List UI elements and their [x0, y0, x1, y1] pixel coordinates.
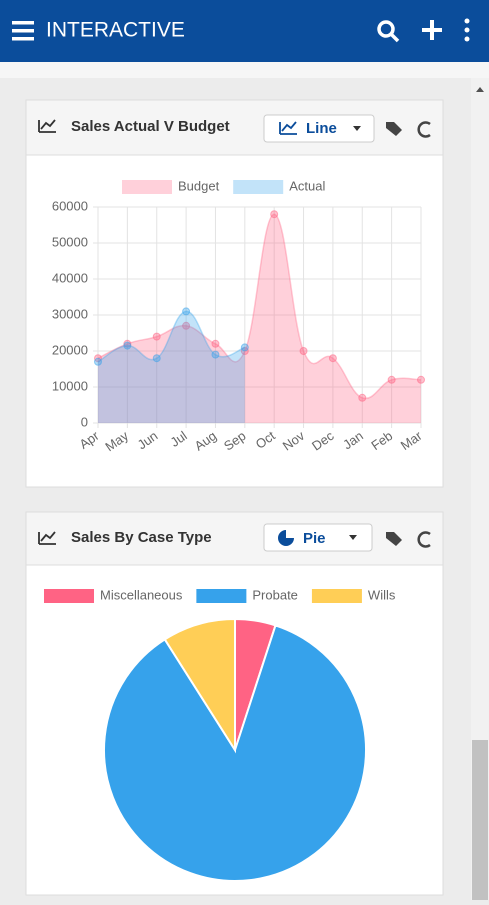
y-tick-label: 30000	[52, 306, 88, 321]
y-tick-label: 10000	[52, 378, 88, 393]
refresh-icon[interactable]	[417, 121, 431, 138]
more-icon[interactable]	[464, 18, 470, 42]
data-point	[387, 375, 396, 384]
data-point	[240, 343, 249, 352]
y-tick-label: 20000	[52, 342, 88, 357]
pie-slice	[163, 617, 236, 754]
app-bar	[0, 0, 489, 62]
chart-icon	[38, 531, 56, 545]
scrollbar	[471, 78, 489, 900]
app-title: INTERACTIVE	[46, 19, 185, 42]
view-label[interactable]: Pie	[303, 530, 326, 547]
scroll-thumb[interactable]	[472, 740, 488, 900]
series-line	[97, 310, 246, 363]
view-dropdown[interactable]	[263, 114, 375, 143]
data-point	[94, 357, 102, 366]
data-point	[211, 350, 220, 359]
area-fill	[98, 311, 245, 423]
data-point	[182, 307, 191, 316]
data-point	[417, 375, 425, 384]
pie-slice	[103, 624, 367, 882]
legend-label: Actual	[289, 178, 325, 193]
legend-label: Probate	[252, 587, 298, 602]
legend-swatch	[44, 589, 94, 603]
y-tick-label: 40000	[52, 270, 88, 285]
legend-label: Miscellaneous	[100, 587, 183, 602]
legend-swatch	[311, 589, 362, 603]
data-point	[358, 393, 367, 402]
data-point	[182, 321, 191, 330]
chart-icon	[38, 119, 56, 133]
series-line	[97, 213, 422, 400]
area-fill	[98, 214, 421, 423]
refresh-icon[interactable]	[417, 531, 431, 548]
card-header	[25, 511, 444, 566]
search-icon[interactable]	[377, 20, 400, 43]
scroll-up[interactable]	[476, 87, 484, 92]
y-tick-label: 0	[81, 414, 88, 429]
card-title: Sales By Case Type	[71, 529, 212, 546]
caret	[353, 126, 361, 131]
view-icon	[278, 530, 294, 546]
y-tick-label: 60000	[52, 198, 88, 213]
legend-swatch	[233, 180, 284, 194]
view-icon	[279, 121, 297, 135]
data-point	[123, 341, 132, 350]
y-tick-label: 50000	[52, 234, 88, 249]
data-point	[328, 354, 337, 363]
legend-swatch	[196, 589, 247, 603]
data-point	[152, 332, 161, 341]
card	[25, 99, 444, 488]
data-point	[211, 339, 220, 348]
view-label[interactable]: Line	[306, 120, 337, 137]
data-point	[152, 354, 161, 363]
legend-label: Budget	[178, 178, 220, 193]
view-dropdown[interactable]	[263, 523, 373, 552]
legend-label: Wills	[368, 587, 396, 602]
data-point	[270, 210, 279, 219]
menu-icon[interactable]	[12, 21, 34, 41]
data-point	[299, 347, 308, 355]
tag-icon[interactable]	[386, 532, 402, 546]
card-title: Sales Actual V Budget	[71, 118, 230, 135]
caret	[349, 535, 357, 540]
tag-icon[interactable]	[386, 122, 402, 136]
toolbar-strip	[0, 62, 489, 78]
add-icon[interactable]	[422, 20, 442, 40]
legend-swatch	[122, 180, 172, 194]
